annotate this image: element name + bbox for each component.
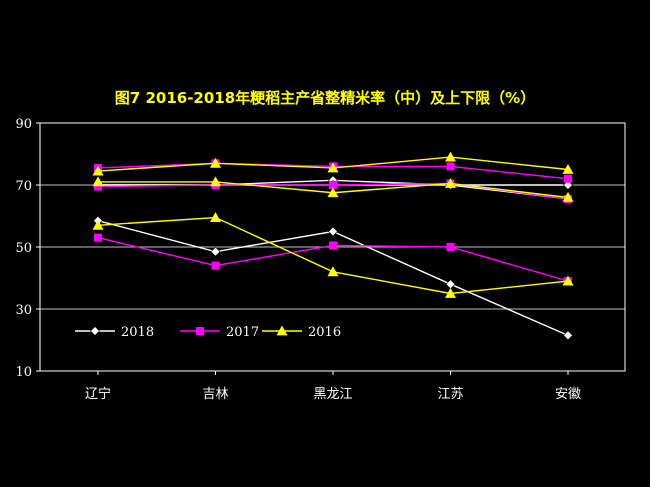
legend-marker-2018 xyxy=(90,326,100,336)
data-point-2016-middle-3 xyxy=(445,177,456,188)
data-point-2016-lower-4 xyxy=(562,275,574,286)
data-point-2016-lower-0 xyxy=(92,219,104,230)
x-tick-label: 安徽 xyxy=(555,387,581,402)
data-point-2017-lower-1 xyxy=(211,261,220,270)
data-point-2016-lower-1 xyxy=(210,212,221,222)
data-point-2016-upper-0 xyxy=(92,165,104,176)
legend: 2018 2017 2016 xyxy=(75,325,341,340)
legend-label-2016: 2016 xyxy=(308,325,341,340)
data-point-2017-lower-0 xyxy=(94,233,102,242)
x-tick-label: 吉林 xyxy=(202,387,228,402)
legend-marker-2016 xyxy=(276,325,288,336)
legend-marker-2017 xyxy=(196,327,204,335)
data-point-2016-middle-4 xyxy=(562,191,574,202)
data-point-2018-lower-2 xyxy=(328,226,338,237)
chart-title: 图7 2016-2018年粳稻主产省整精米率（中）及上下限（%） xyxy=(115,89,535,107)
data-point-2017-lower-2 xyxy=(329,241,337,250)
y-tick-label: 10 xyxy=(15,365,32,380)
data-point-2016-middle-1 xyxy=(210,176,221,187)
data-point-2016-lower-3 xyxy=(445,288,456,298)
legend-label-2017: 2017 xyxy=(226,325,259,340)
y-tick-label: 90 xyxy=(15,117,32,132)
y-tick-label: 30 xyxy=(15,303,32,318)
data-point-2016-middle-0 xyxy=(92,176,104,187)
data-point-2016-middle-2 xyxy=(327,187,339,198)
data-point-2017-middle-2 xyxy=(329,181,337,189)
data-point-2017-middle-0 xyxy=(94,182,102,191)
data-point-2018-lower-1 xyxy=(210,246,221,257)
data-point-2018-lower-4 xyxy=(563,330,573,341)
data-point-2017-upper-4 xyxy=(564,174,572,183)
x-tick-label: 黑龙江 xyxy=(313,387,352,402)
x-tick-label: 辽宁 xyxy=(85,386,111,402)
x-tick-label: 江苏 xyxy=(437,386,463,402)
data-point-2017-upper-3 xyxy=(446,162,455,171)
data-point-2016-upper-3 xyxy=(445,151,456,162)
data-point-2016-upper-1 xyxy=(210,157,221,168)
data-point-2016-upper-2 xyxy=(327,162,339,173)
y-tick-label: 50 xyxy=(15,241,32,256)
axis-layer: 10 30 50 70 90 辽宁 吉林 黑龙江 江苏 安徽 xyxy=(15,117,581,402)
data-point-2017-lower-3 xyxy=(446,243,455,251)
legend-label-2018: 2018 xyxy=(121,325,154,340)
data-point-2016-lower-2 xyxy=(327,266,339,277)
series-layer xyxy=(92,151,574,341)
series-2016 xyxy=(92,151,574,298)
data-point-2016-upper-4 xyxy=(562,164,574,174)
y-tick-label: 70 xyxy=(15,179,32,194)
